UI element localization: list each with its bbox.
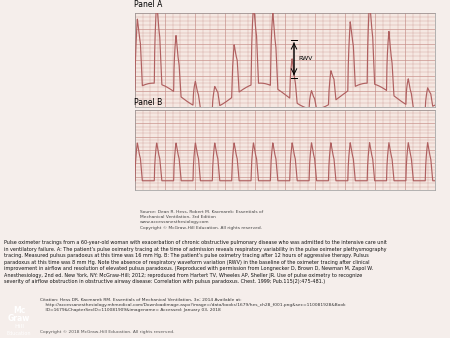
Text: Graw: Graw xyxy=(8,314,30,323)
Text: Panel A: Panel A xyxy=(134,0,162,9)
Text: Hill: Hill xyxy=(14,324,24,329)
Text: RWV: RWV xyxy=(298,56,313,62)
Text: Mc: Mc xyxy=(13,306,25,315)
Text: Citation: Hess DR, Kacmarek RM. Essentials of Mechanical Ventilation, 3e; 2014 A: Citation: Hess DR, Kacmarek RM. Essentia… xyxy=(40,298,346,312)
Text: Copyright © 2018 McGraw-Hill Education. All rights reserved.: Copyright © 2018 McGraw-Hill Education. … xyxy=(40,330,175,334)
Text: Education: Education xyxy=(7,331,32,336)
Text: Pulse oximeter tracings from a 60-year-old woman with exacerbation of chronic ob: Pulse oximeter tracings from a 60-year-o… xyxy=(4,240,387,284)
Text: Panel B: Panel B xyxy=(134,98,162,107)
Text: Source: Dean R. Hess, Robert M. Kacmarek: Essentials of
Mechanical Ventilation, : Source: Dean R. Hess, Robert M. Kacmarek… xyxy=(140,210,263,230)
